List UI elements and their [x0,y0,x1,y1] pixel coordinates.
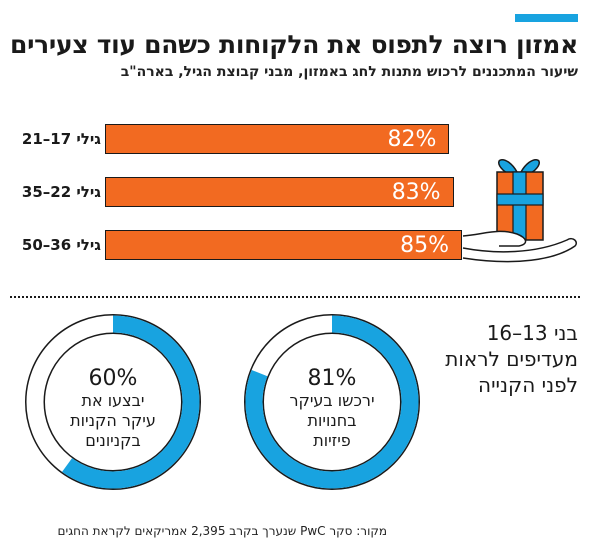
bar-row: 83% גילי 22–35 [0,177,590,209]
source-note: מקור: סקר PwC שנערך בקרב 2,395 אמריקאים … [57,524,387,538]
bar-value-label: 82% [387,127,437,152]
donut-text-line: בקניונים [85,431,141,450]
section-title-line: בני 13–16 [486,321,578,345]
bar-value-label: 83% [391,180,441,205]
donut-ring [25,314,201,490]
chart-subtitle: שיעור המתכננים לרכוש מתנות לחג באמזון, מ… [120,64,578,80]
donut-text-line: ירכשו בעיקר [289,391,375,410]
bar-value-label: 85% [400,233,449,258]
donut-arc [245,315,419,489]
hand-icon [462,230,578,263]
top-accent-bar [515,14,578,22]
chart-title: אמזון רוצה לתפוס את הלקוחות כשהם עוד צעי… [9,30,578,59]
donut-text-line: בחנויות [307,411,357,430]
donut-ring [244,314,420,490]
bar: 82% [105,124,450,154]
bar-row: 85% גילי 36–50 [0,230,590,262]
gift-hand-illustration [462,159,578,263]
bar-category-label: גילי 22–35 [21,183,101,201]
section-title-line: לפני הקנייה [478,373,578,397]
donut-text-line: יבצעו את [81,391,145,410]
teens-section-title: בני 13–16 מעדיפים לראות לפני הקנייה [445,320,578,398]
donut-percent-label: 81% [307,366,357,391]
donut-chart-malls: 60% יבצעו את עיקר הקניות בקניונים [24,313,202,491]
bar-row: 82% גילי 17–21 [0,124,590,156]
donut-text-line: עיקר הקניות [70,411,156,430]
donut-text: 60% יבצעו את עיקר הקניות בקניונים [24,367,202,451]
donut-percent-label: 60% [88,366,138,391]
donut-text: 81% ירכשו בעיקר בחנויות פיזיות [243,367,421,451]
donut-arc [26,315,200,489]
donut-chart-stores: 81% ירכשו בעיקר בחנויות פיזיות [243,313,421,491]
bar: 83% [105,177,454,207]
bar: 85% [105,230,462,260]
section-divider [10,296,580,298]
gift-icon [496,159,544,241]
bar-category-label: גילי 17–21 [21,130,101,148]
donut-text-line: פיזיות [313,431,351,450]
section-title-line: מעדיפים לראות [445,347,578,371]
bar-category-label: גילי 36–50 [21,236,101,254]
